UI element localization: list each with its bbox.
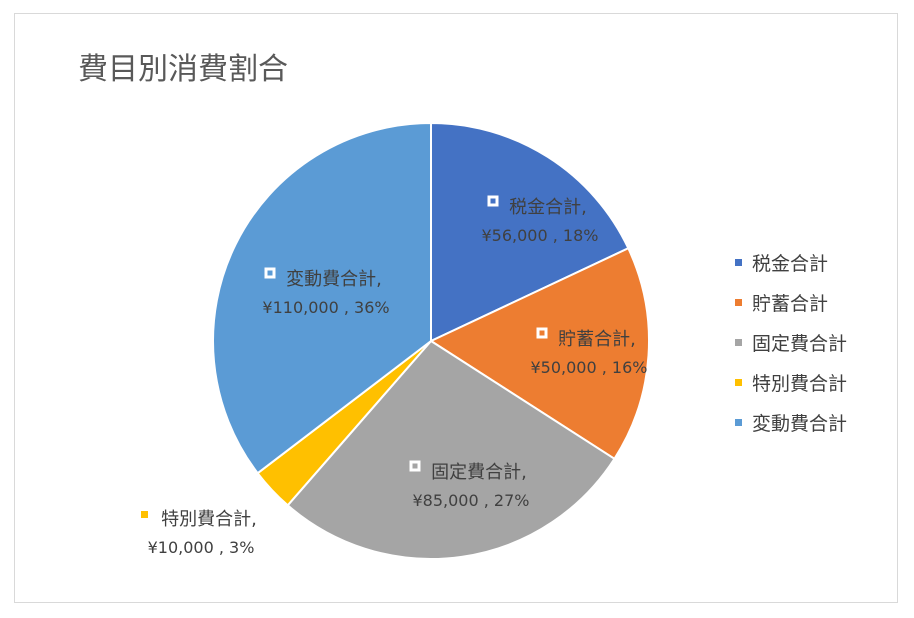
legend-swatch: [735, 258, 742, 266]
pie-slice-5: [212, 121, 432, 475]
legend-item-3: 固定費合計: [735, 322, 847, 362]
legend-swatch: [735, 418, 742, 426]
data-label-category: 変動費合計,: [286, 269, 382, 290]
pie-slice-3: [286, 339, 616, 561]
data-label-5: 変動費合計, ¥110,000 , 36%: [262, 267, 390, 317]
pie-slice-1: [430, 121, 630, 343]
data-label-value: ¥50,000 , 16%: [531, 358, 648, 377]
data-label-3: 固定費合計, ¥85,000 , 27%: [409, 460, 530, 510]
legend-label: 固定費合計: [752, 332, 848, 355]
legend-swatch: [735, 298, 742, 306]
data-label-2: 貯蓄合計, ¥50,000 , 16%: [531, 327, 648, 377]
legend-label: 税金合計: [752, 252, 829, 275]
data-label-value: ¥85,000 , 27%: [413, 491, 530, 510]
data-label-value: ¥56,000 , 18%: [482, 226, 599, 245]
data-label-marker: [141, 511, 148, 518]
data-label-category: 税金合計,: [509, 197, 587, 218]
data-label-category: 貯蓄合計,: [558, 329, 636, 350]
legend-label: 特別費合計: [752, 372, 848, 395]
data-label-marker-inner: [412, 463, 418, 469]
legend: 税金合計貯蓄合計固定費合計特別費合計変動費合計: [735, 242, 847, 442]
data-label-value: ¥110,000 , 36%: [262, 298, 389, 317]
legend-swatch: [735, 338, 742, 346]
pie-slice-2: [428, 246, 650, 461]
legend-item-2: 貯蓄合計: [735, 282, 847, 322]
legend-item-5: 変動費合計: [735, 402, 847, 442]
data-label-4: 特別費合計, ¥10,000 , 3%: [141, 509, 257, 557]
legend-label: 変動費合計: [752, 412, 848, 435]
data-label-category: 特別費合計,: [161, 509, 257, 530]
data-label-marker-inner: [539, 330, 545, 336]
data-label-1: 税金合計, ¥56,000 , 18%: [482, 195, 599, 245]
data-label-marker-inner: [267, 270, 273, 276]
legend-swatch: [735, 378, 742, 386]
data-label-marker-inner: [490, 198, 496, 204]
legend-item-4: 特別費合計: [735, 362, 847, 402]
legend-label: 貯蓄合計: [752, 292, 829, 315]
data-label-category: 固定費合計,: [431, 462, 527, 483]
legend-item-1: 税金合計: [735, 242, 847, 282]
chart-title: 費目別消費割合: [78, 52, 288, 87]
data-label-value: ¥10,000 , 3%: [148, 538, 255, 557]
